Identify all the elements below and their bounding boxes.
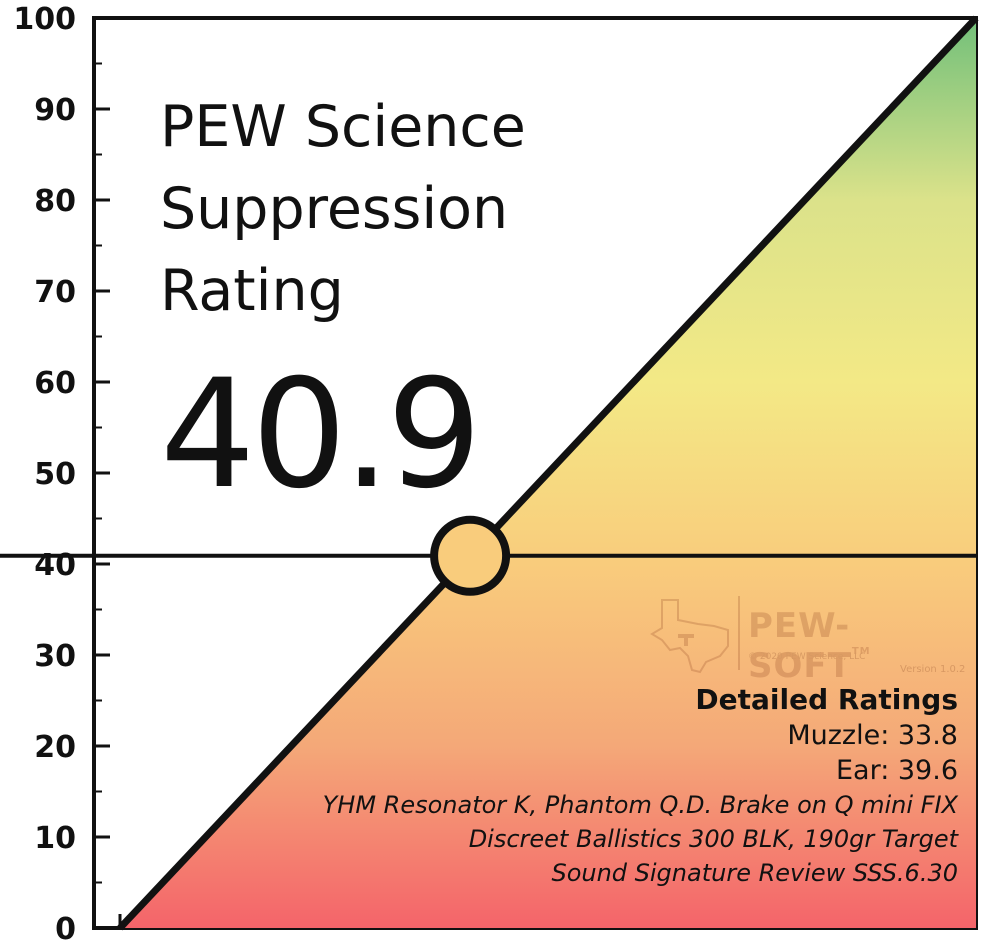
chart-title: PEW Science Suppression Rating: [160, 86, 600, 332]
texas-outline-icon: [650, 599, 729, 674]
y-tick-label: 30: [34, 639, 76, 674]
y-tick-label: 90: [34, 93, 76, 128]
y-tick-label: 80: [34, 184, 76, 219]
y-tick-label: 60: [34, 366, 76, 401]
y-tick-label: 10: [34, 821, 76, 856]
title-line: Rating: [160, 258, 344, 324]
details-line: Discreet Ballistics 300 BLK, 190gr Targe…: [468, 825, 958, 853]
title-line: PEW Science: [160, 94, 526, 160]
chart-marks: [0, 15, 979, 931]
logo-tm: TM: [851, 646, 871, 657]
logo-divider: [738, 596, 740, 670]
y-tick-label: 50: [34, 457, 76, 492]
detailed-ratings: Detailed Ratings Muzzle: 33.8 Ear: 39.6 …: [323, 682, 958, 890]
rating-marker: [430, 515, 511, 596]
rating-score: 40.9: [160, 348, 482, 522]
details-heading: Detailed Ratings: [695, 683, 958, 716]
pew-soft-logo: PEW-SOFTTM © 2020 PEW Science, LLC Versi…: [644, 590, 966, 686]
logo-copyright: © 2020 PEW Science, LLC: [748, 652, 866, 662]
y-tick-label: 20: [34, 730, 76, 765]
y-tick-label: 70: [34, 275, 76, 310]
details-line: YHM Resonator K, Phantom Q.D. Brake on Q…: [322, 791, 958, 819]
logo-version: Version 1.0.2: [900, 664, 966, 675]
logo-name: PEW-SOFTTM: [748, 606, 871, 686]
muzzle-rating: Muzzle: 33.8: [787, 720, 958, 751]
diagonal-line: [117, 15, 979, 931]
title-line: Suppression: [160, 176, 509, 242]
details-line: Sound Signature Review SSS.6.30: [551, 859, 958, 887]
y-tick-label: 0: [55, 912, 76, 946]
y-tick-label: 40: [34, 548, 76, 583]
ear-rating: Ear: 39.6: [835, 755, 958, 786]
y-tick-label: 100: [13, 2, 76, 37]
